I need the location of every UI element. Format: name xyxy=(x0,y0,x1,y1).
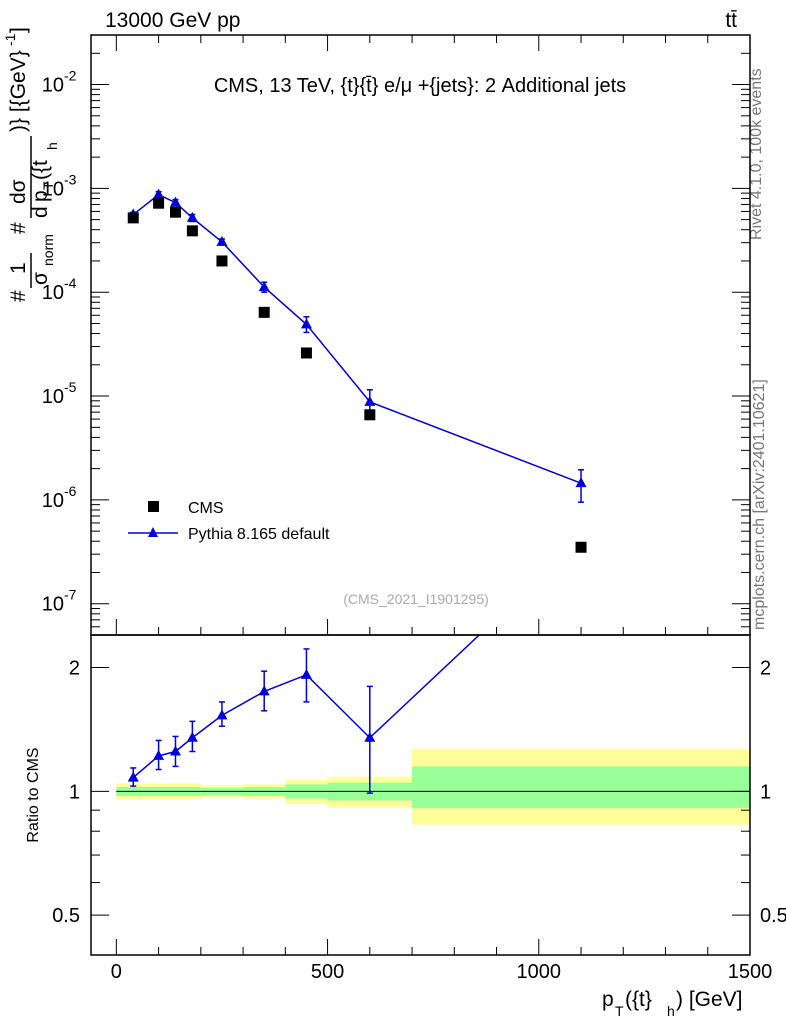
pythia-data-point xyxy=(300,318,312,329)
ratio-data-point xyxy=(364,731,376,742)
x-tick-label: 500 xyxy=(311,961,344,983)
ratio-data-point xyxy=(216,709,228,720)
xlabel-arg-subscript: h xyxy=(667,1003,675,1019)
ratio-y-tick-label: 0.5 xyxy=(52,905,80,927)
pythia-error-bars xyxy=(130,190,585,503)
ylabel-d: d xyxy=(29,206,52,218)
ratio-data-point xyxy=(300,668,312,679)
main-y-tick-label: 10 xyxy=(42,490,64,512)
pythia-data-point xyxy=(216,235,228,246)
cms-data-point xyxy=(575,541,587,553)
ratio-y-tick-label-right: 2 xyxy=(760,658,771,680)
ratio-data-point xyxy=(153,749,165,760)
ratio-data-point xyxy=(127,771,139,782)
ratio-data-point xyxy=(169,745,181,756)
x-axis-label: p T ({t} h ) [GeV] xyxy=(602,988,743,1019)
main-y-tick-exponent: -6 xyxy=(64,483,77,499)
ylabel-frac2-numerator: dσ xyxy=(7,179,30,204)
x-tick-label: 1500 xyxy=(728,961,773,983)
main-y-tick-exponent: -7 xyxy=(64,587,77,603)
cms-data-point xyxy=(153,197,165,209)
xlabel-p-subscript: T xyxy=(615,1003,624,1019)
ratio-plot-frame xyxy=(90,634,751,956)
ratio-data-point xyxy=(186,731,198,742)
xlabel-argument: ({t} xyxy=(625,988,652,1011)
ratio-y-tick-label: 1 xyxy=(69,781,80,803)
ratio-y-axis-label: Ratio to CMS xyxy=(25,747,42,842)
main-y-tick-label: 10 xyxy=(42,178,64,200)
legend: CMS Pythia 8.165 default xyxy=(128,500,330,543)
legend-pythia-label: Pythia 8.165 default xyxy=(188,526,330,543)
main-x-axis-ticks xyxy=(115,35,751,635)
energy-label: 13000 GeV pp xyxy=(105,9,240,32)
ylabel-frac1-numerator: 1 xyxy=(7,262,30,274)
main-y-tick-exponent: -4 xyxy=(64,275,77,291)
ylabel-unit: )} [{GeV} xyxy=(7,50,30,132)
ratio-uncertainty-bands xyxy=(116,748,750,825)
ylabel-p: p xyxy=(29,190,52,202)
ylabel-p-subscript: T xyxy=(40,181,56,190)
pythia-series-line xyxy=(132,193,582,484)
cms-data-point xyxy=(169,206,181,218)
ylabel-arg-subscript: h xyxy=(44,142,60,150)
ylabel-hash-2: # xyxy=(7,222,30,234)
ylabel-argument: ({t xyxy=(29,160,52,180)
main-y-tick-exponent: -3 xyxy=(64,171,77,187)
main-y-tick-label: 10 xyxy=(42,594,64,616)
ratio-series-points xyxy=(127,668,376,782)
ylabel-sigma: σ xyxy=(29,272,52,285)
main-y-axis: 10-710-610-510-410-310-2 xyxy=(42,34,750,636)
ratio-series-line xyxy=(132,635,481,779)
xlabel-unit: ) [GeV] xyxy=(676,988,743,1011)
cms-data-point xyxy=(127,212,139,224)
main-y-tick-label: 10 xyxy=(42,282,64,304)
ratio-y-axis: 0.5 0.5 1 1 2 2 xyxy=(52,658,786,928)
main-y-tick-exponent: -2 xyxy=(64,68,77,84)
legend-pythia-marker xyxy=(148,527,158,537)
ylabel-sigma-subscript: norm xyxy=(40,234,56,266)
legend-cms-marker xyxy=(148,501,159,512)
ratio-y-tick-label-right: 1 xyxy=(760,781,771,803)
cms-data-point xyxy=(300,347,312,359)
process-label: tt̄ xyxy=(725,9,737,32)
main-plot-frame xyxy=(90,34,751,636)
x-tick-label: 1000 xyxy=(517,961,562,983)
ratio-band-green xyxy=(412,766,750,809)
cms-series-points xyxy=(127,197,587,553)
mcplots-label: mcplots.cern.ch [arXiv:2401.10621] xyxy=(751,379,768,630)
pythia-data-point xyxy=(364,395,376,406)
main-title: CMS, 13 TeV, {t}{t̄} e/μ +{jets}: 2 Addi… xyxy=(214,75,626,97)
ratio-x-axis: 0 500 1000 1500 xyxy=(111,939,772,983)
cms-data-point xyxy=(258,306,270,318)
pythia-data-point xyxy=(153,188,165,199)
pythia-data-point xyxy=(258,281,270,292)
ratio-y-tick-label: 2 xyxy=(69,658,80,680)
cms-data-point xyxy=(216,255,228,267)
main-y-tick-label: 10 xyxy=(42,75,64,97)
ratio-panel: 0.5 0.5 1 1 2 2 0 500 1000 1500 Ratio to CMS p T… xyxy=(25,634,786,1019)
pythia-data-point xyxy=(169,196,181,207)
cms-data-point xyxy=(186,225,198,237)
pythia-data-point xyxy=(186,211,198,222)
ylabel-unit-close: ] xyxy=(7,27,30,33)
main-y-tick-label: 10 xyxy=(42,386,64,408)
xlabel-p: p xyxy=(602,988,614,1011)
ratio-y-tick-label-right: 0.5 xyxy=(760,905,786,927)
rivet-label: Rivet 4.1.0, 100k events xyxy=(748,68,765,240)
main-y-tick-exponent: -5 xyxy=(64,379,77,395)
ylabel-unit-exponent: -1 xyxy=(2,33,18,46)
main-y-axis-label: # 1 σ norm # dσ d p T ({t h )} [{GeV} -1… xyxy=(2,27,60,302)
analysis-watermark: (CMS_2021_I1901295) xyxy=(343,591,489,607)
main-panel: CMS, 13 TeV, {t}{t̄} e/μ +{jets}: 2 Addi… xyxy=(2,27,751,636)
pythia-data-point xyxy=(575,477,587,488)
ratio-data-point xyxy=(258,685,270,696)
cms-data-point xyxy=(364,409,376,421)
legend-cms-label: CMS xyxy=(188,500,224,517)
ylabel-hash-1: # xyxy=(7,290,30,302)
x-tick-label: 0 xyxy=(111,961,122,983)
